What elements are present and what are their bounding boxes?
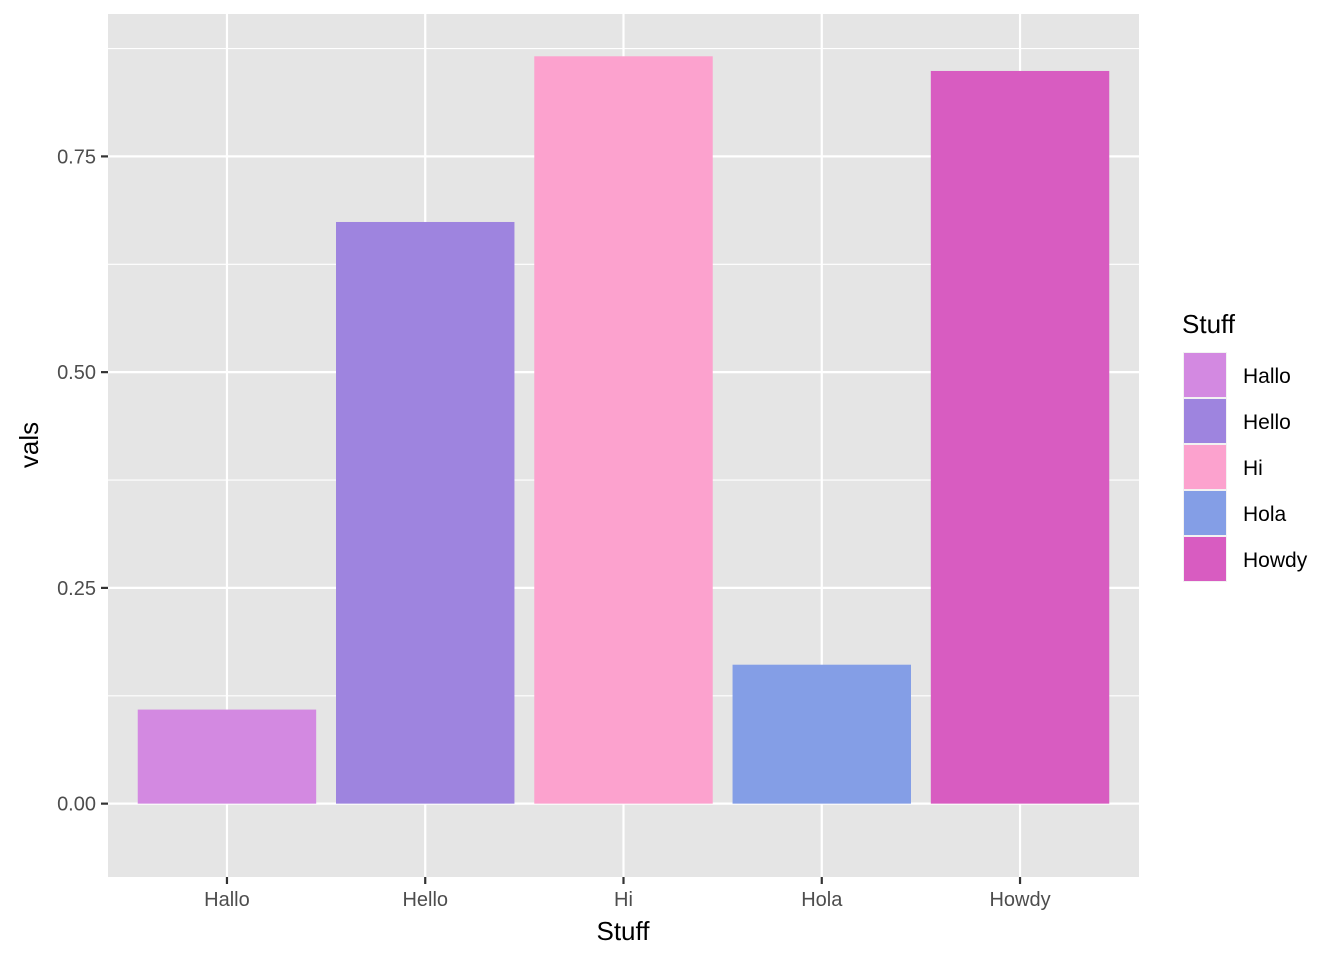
- y-tick-label: 0.75: [57, 146, 96, 168]
- legend-swatch: [1184, 399, 1226, 443]
- bar-howdy: [930, 70, 1110, 804]
- y-tick-label: 0.25: [57, 578, 96, 600]
- legend-label: Hello: [1243, 411, 1291, 434]
- bar-hello: [336, 221, 515, 804]
- bars: [137, 56, 1110, 804]
- x-tick-label: Hello: [402, 889, 448, 911]
- legend-swatch: [1184, 537, 1226, 581]
- legend-swatch: [1184, 445, 1226, 489]
- legend-label: Hi: [1243, 457, 1263, 480]
- y-tick-label: 0.00: [57, 794, 96, 816]
- bar-hallo: [137, 709, 317, 804]
- y-axis-title: vals: [14, 422, 44, 468]
- x-tick-label: Hola: [801, 889, 843, 911]
- legend-label: Hallo: [1243, 365, 1291, 388]
- bar-hola: [732, 664, 911, 804]
- legend-label: Hola: [1243, 503, 1287, 526]
- bar-hi: [534, 56, 713, 804]
- y-tick-label: 0.50: [57, 362, 96, 384]
- x-tick-label: Hi: [614, 889, 633, 911]
- legend-title: Stuff: [1182, 309, 1236, 339]
- x-axis: Hallo Hello Hi Hola Howdy: [204, 877, 1051, 911]
- legend: Stuff Hallo Hello Hi Hola Howdy: [1182, 309, 1308, 582]
- x-axis-title: Stuff: [596, 916, 650, 946]
- legend-swatch: [1184, 491, 1226, 535]
- legend-label: Howdy: [1243, 549, 1308, 572]
- legend-swatch: [1184, 353, 1226, 397]
- y-axis: 0.00 0.25 0.50 0.75: [57, 146, 108, 816]
- x-tick-label: Hallo: [204, 889, 250, 911]
- x-tick-label: Howdy: [989, 889, 1050, 911]
